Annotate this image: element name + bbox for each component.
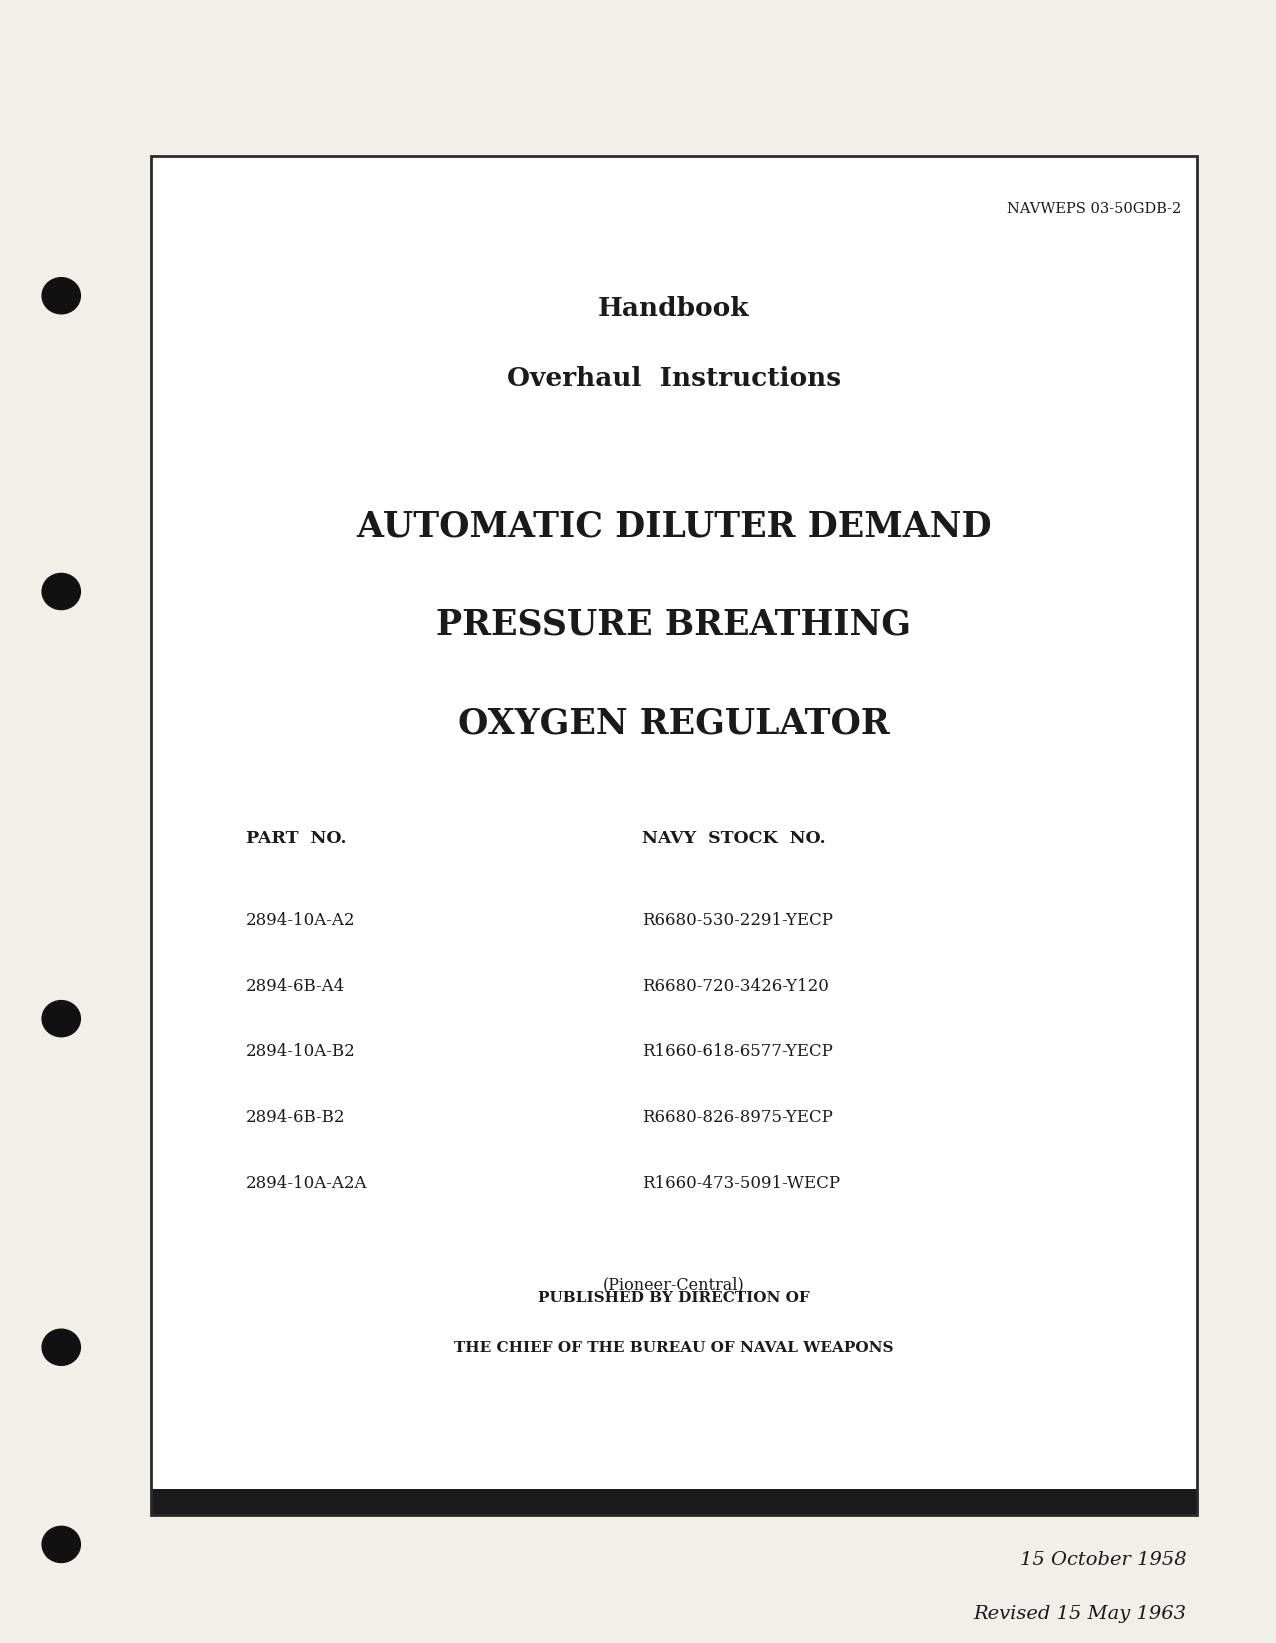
- Ellipse shape: [42, 1526, 80, 1562]
- Text: AUTOMATIC DILUTER DEMAND: AUTOMATIC DILUTER DEMAND: [356, 509, 991, 544]
- Text: 15 October 1958: 15 October 1958: [1020, 1551, 1187, 1569]
- Ellipse shape: [42, 278, 80, 314]
- Text: PRESSURE BREATHING: PRESSURE BREATHING: [436, 608, 911, 642]
- Text: Overhaul  Instructions: Overhaul Instructions: [507, 366, 841, 391]
- Text: R1660-618-6577-YECP: R1660-618-6577-YECP: [642, 1043, 833, 1060]
- Ellipse shape: [42, 573, 80, 610]
- Text: R6680-720-3426-Y120: R6680-720-3426-Y120: [642, 978, 828, 994]
- Text: 2894-6B-B2: 2894-6B-B2: [246, 1109, 346, 1125]
- Text: 2894-10A-A2: 2894-10A-A2: [246, 912, 356, 928]
- Text: PUBLISHED BY DIRECTION OF: PUBLISHED BY DIRECTION OF: [538, 1291, 809, 1306]
- Bar: [151, 1489, 1197, 1515]
- Text: THE CHIEF OF THE BUREAU OF NAVAL WEAPONS: THE CHIEF OF THE BUREAU OF NAVAL WEAPONS: [454, 1341, 893, 1355]
- Text: R1660-473-5091-WECP: R1660-473-5091-WECP: [642, 1175, 840, 1191]
- Ellipse shape: [42, 1329, 80, 1365]
- Text: NAVY  STOCK  NO.: NAVY STOCK NO.: [642, 830, 826, 846]
- Text: PART  NO.: PART NO.: [246, 830, 347, 846]
- Text: Revised 15 May 1963: Revised 15 May 1963: [974, 1605, 1187, 1623]
- Bar: [151, 156, 1197, 1515]
- Text: Handbook: Handbook: [598, 296, 749, 320]
- Bar: [151, 156, 1197, 1515]
- Text: R6680-530-2291-YECP: R6680-530-2291-YECP: [642, 912, 833, 928]
- Text: 2894-10A-A2A: 2894-10A-A2A: [246, 1175, 367, 1191]
- Text: R6680-826-8975-YECP: R6680-826-8975-YECP: [642, 1109, 833, 1125]
- Ellipse shape: [42, 1001, 80, 1037]
- Text: 2894-6B-A4: 2894-6B-A4: [246, 978, 346, 994]
- Text: NAVWEPS 03-50GDB-2: NAVWEPS 03-50GDB-2: [1007, 202, 1182, 217]
- Text: 2894-10A-B2: 2894-10A-B2: [246, 1043, 356, 1060]
- Text: (Pioneer-Central): (Pioneer-Central): [602, 1277, 745, 1293]
- Text: OXYGEN REGULATOR: OXYGEN REGULATOR: [458, 706, 889, 741]
